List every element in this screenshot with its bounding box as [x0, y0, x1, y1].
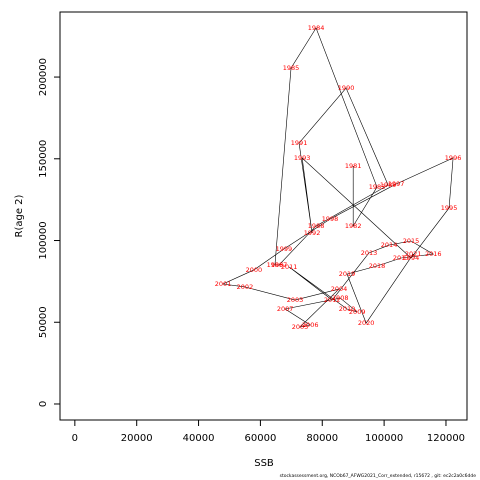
year-label: 1999: [276, 245, 293, 253]
y-tick-label: 100000: [38, 221, 49, 259]
year-label: 1985: [283, 64, 300, 72]
year-label: 1992: [304, 229, 321, 237]
year-label: 2006: [302, 321, 319, 329]
year-label: 2008: [332, 294, 349, 302]
year-label: 2019: [339, 270, 356, 278]
year-label: 2005: [292, 323, 309, 331]
year-label: 2007: [277, 305, 294, 313]
x-tick-label: 60000: [245, 433, 277, 444]
year-label: 2000: [246, 266, 263, 274]
year-label: 1994: [403, 254, 420, 262]
x-tick-label: 20000: [121, 433, 153, 444]
year-label: 2018: [369, 262, 386, 270]
year-label: 1990: [338, 84, 355, 92]
year-label: 1986: [267, 261, 284, 269]
footer: stockassessment.org, NCOb67_AFWG2021_Cor…: [280, 473, 477, 479]
y-tick-label: 0: [38, 401, 49, 407]
year-label: 1991: [291, 139, 308, 147]
year-label: 2003: [287, 296, 304, 304]
year-label: 2012: [324, 296, 341, 304]
y-tick-label: 150000: [38, 140, 49, 178]
year-label: 2001: [215, 280, 232, 288]
year-label: 1981: [345, 162, 362, 170]
year-label: 2021: [405, 250, 422, 258]
year-label: 1987: [271, 261, 288, 269]
y-tick-label: 200000: [38, 58, 49, 96]
x-tick-label: 80000: [306, 433, 338, 444]
trajectory-line: [221, 27, 454, 328]
year-label: 2010: [339, 305, 356, 313]
year-label: 2004: [331, 285, 348, 293]
year-label: 1988: [308, 222, 325, 230]
year-label: 1989: [380, 181, 397, 189]
year-label: 2014: [381, 241, 398, 249]
y-axis-label: R(age 2): [14, 194, 25, 237]
year-label: 2016: [425, 250, 442, 258]
plot-frame: [59, 11, 468, 421]
year-label: 1984: [308, 24, 325, 32]
x-axis-label: SSB: [254, 458, 274, 469]
year-label: 2017: [393, 254, 410, 262]
x-tick-label: 40000: [183, 433, 215, 444]
year-label: 1993: [294, 154, 311, 162]
x-tick-label: 100000: [365, 433, 403, 444]
x-tick-label: 0: [72, 433, 78, 444]
year-label: 1983: [369, 183, 386, 191]
year-label: 2002: [237, 283, 254, 291]
x-tick-label: 120000: [427, 433, 465, 444]
year-label: 1982: [345, 222, 362, 230]
year-label: 2013: [361, 249, 378, 257]
year-label: 1998: [322, 215, 339, 223]
year-label: 1997: [388, 180, 405, 188]
year-label: 2015: [403, 237, 420, 245]
y-tick-label: 50000: [38, 306, 49, 338]
year-label: 1996: [445, 154, 462, 162]
year-label: 2020: [358, 319, 375, 327]
year-label: 2011: [281, 263, 298, 271]
year-label: 1995: [441, 204, 458, 212]
year-label: 2009: [349, 308, 366, 316]
